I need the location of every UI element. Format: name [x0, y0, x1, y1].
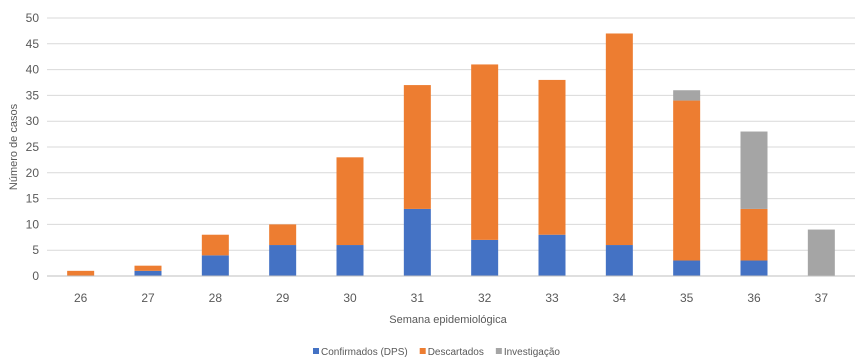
y-tick-label: 30 [26, 114, 40, 128]
legend-swatch-0 [313, 348, 319, 354]
y-tick-label: 25 [26, 140, 40, 154]
x-tick-label: 35 [680, 291, 694, 305]
y-tick-label: 50 [26, 11, 40, 25]
bars [67, 33, 835, 276]
bar-segment-27-s0 [134, 270, 162, 276]
x-tick-label: 26 [74, 291, 88, 305]
bar-segment-37-s2 [807, 229, 835, 276]
y-tick-label: 15 [26, 192, 40, 206]
bar-segment-34-s1 [605, 33, 633, 246]
x-axis-ticks: 26 27 28 29 30 31 32 33 34 35 36 37 [74, 291, 828, 305]
y-tick-label: 45 [26, 37, 40, 51]
x-tick-label: 36 [747, 291, 761, 305]
bar-segment-32-s0 [471, 239, 499, 276]
y-tick-label: 35 [26, 88, 40, 102]
bar-segment-30-s1 [336, 157, 364, 246]
x-tick-label: 27 [141, 291, 155, 305]
bar-segment-36-s0 [740, 260, 768, 276]
bar-segment-30-s0 [336, 245, 364, 276]
bar-segment-31-s1 [403, 85, 431, 209]
bar-segment-33-s0 [538, 234, 566, 276]
x-tick-label: 34 [613, 291, 627, 305]
x-tick-label: 29 [276, 291, 290, 305]
legend-swatch-2 [495, 348, 502, 354]
x-tick-label: 31 [411, 291, 425, 305]
legend-label-0: Confirmados (DPS) [321, 347, 408, 358]
x-axis-title: Semana epidemiológica [389, 314, 507, 326]
x-tick-label: 33 [545, 291, 559, 305]
bar-segment-33-s1 [538, 79, 566, 235]
legend-swatch-1 [419, 348, 426, 354]
bar-segment-36-s2 [740, 131, 768, 209]
y-axis-ticks: 0 5 10 15 20 25 30 35 40 45 50 [26, 11, 40, 283]
bar-segment-29-s1 [269, 224, 297, 246]
bar-segment-29-s0 [269, 245, 297, 276]
bar-segment-27-s1 [134, 265, 162, 271]
x-tick-label: 32 [478, 291, 492, 305]
bar-segment-35-s1 [673, 100, 701, 261]
y-tick-label: 40 [26, 63, 40, 77]
bar-segment-34-s0 [605, 245, 633, 276]
legend-label-1: Descartados [428, 347, 484, 358]
gridlines [47, 17, 855, 251]
y-tick-label: 10 [26, 217, 40, 231]
x-tick-label: 28 [209, 291, 223, 305]
bar-segment-28-s0 [201, 255, 229, 276]
bar-segment-26-s1 [67, 270, 95, 276]
x-tick-label: 30 [343, 291, 357, 305]
y-tick-label: 0 [32, 269, 39, 283]
bar-segment-28-s1 [201, 234, 229, 256]
legend-label-2: Investigação [504, 347, 561, 358]
bar-segment-36-s1 [740, 208, 768, 261]
bar-segment-35-s0 [673, 260, 701, 276]
x-tick-label: 37 [815, 291, 829, 305]
bar-segment-35-s2 [673, 90, 701, 101]
y-axis-title: Número de casos [8, 103, 20, 190]
y-tick-label: 5 [32, 243, 39, 257]
y-tick-label: 20 [26, 166, 40, 180]
bar-segment-31-s0 [403, 208, 431, 276]
legend: Confirmados (DPS) Descartados Investigação [313, 347, 560, 358]
bar-segment-32-s1 [471, 64, 499, 240]
